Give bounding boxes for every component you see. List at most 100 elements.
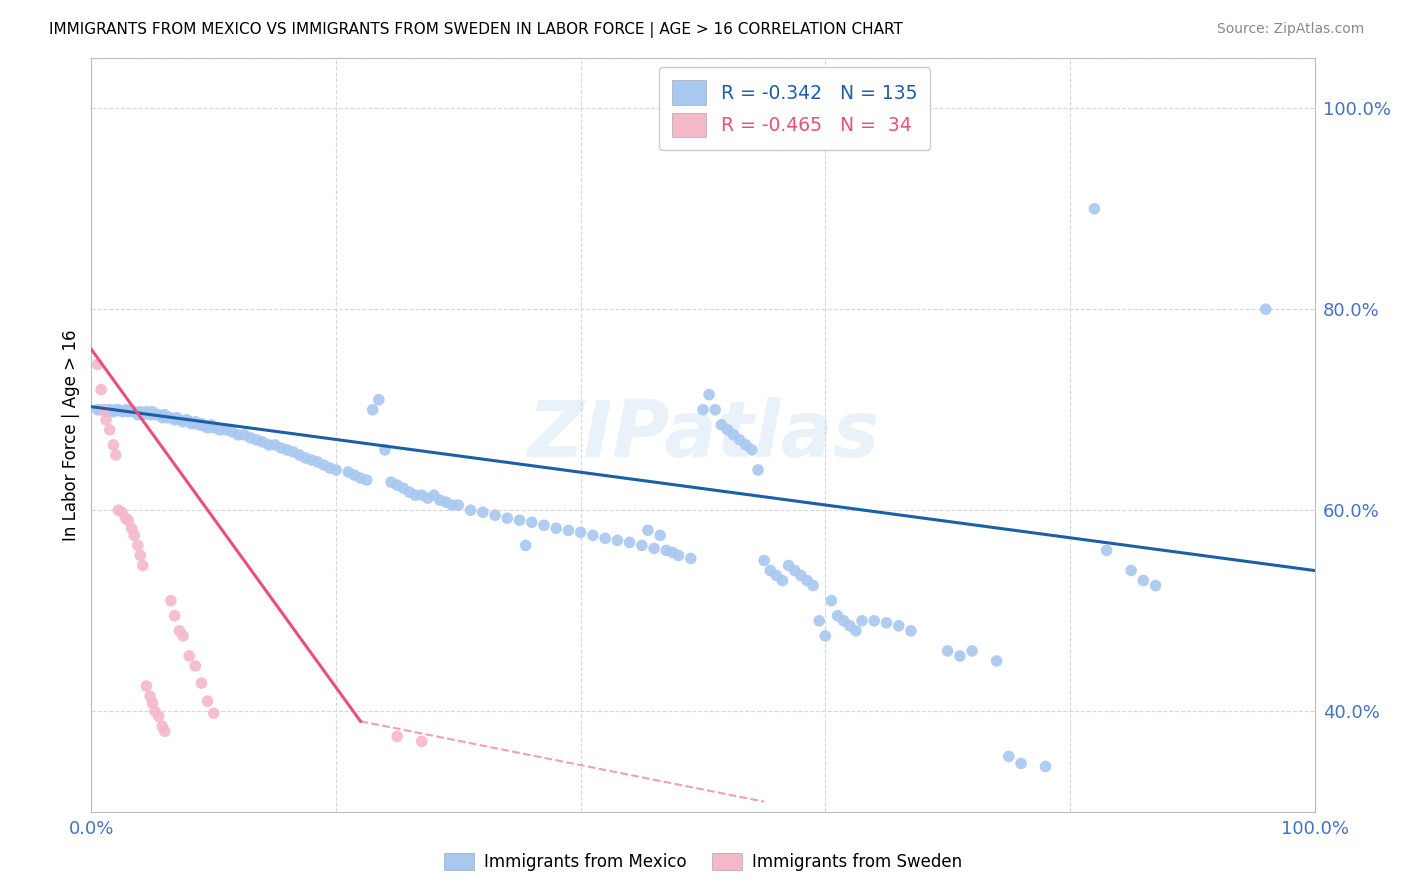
Point (197, 694, 219, 708)
Point (107, 503, 129, 517)
Point (197, 421, 219, 435)
Point (845, 624, 868, 638)
Point (90, 402, 112, 417)
Point (637, 524, 659, 538)
Point (104, 402, 127, 417)
Point (103, 405, 125, 419)
Point (184, 659, 207, 673)
Point (111, 505, 134, 519)
Legend: R = -0.342   N = 135, R = -0.465   N =  34: R = -0.342 N = 135, R = -0.465 N = 34 (659, 68, 931, 150)
Point (307, 455, 329, 469)
Point (643, 541, 665, 556)
Point (135, 679, 157, 693)
Point (312, 458, 335, 472)
Point (484, 508, 506, 523)
Point (114, 511, 136, 525)
Point (215, 423, 238, 437)
Point (772, 574, 794, 588)
Point (569, 525, 592, 540)
Point (380, 475, 402, 489)
Point (94, 413, 117, 427)
Point (887, 619, 910, 633)
Point (160, 593, 183, 607)
Point (747, 463, 769, 477)
Point (294, 450, 316, 465)
Point (117, 405, 139, 419)
Point (180, 417, 202, 431)
Point (496, 511, 519, 525)
Point (179, 415, 201, 429)
Point (820, 593, 842, 607)
Point (169, 624, 191, 638)
Point (405, 488, 427, 502)
Point (606, 533, 628, 548)
Point (190, 676, 212, 690)
Point (190, 417, 212, 431)
Point (270, 441, 292, 455)
Point (441, 498, 464, 512)
Point (153, 724, 176, 739)
Point (245, 433, 267, 447)
Point (692, 402, 714, 417)
Point (754, 553, 776, 567)
Point (98, 423, 121, 437)
Point (139, 689, 162, 703)
Point (460, 503, 482, 517)
Point (122, 528, 145, 542)
Point (765, 568, 787, 582)
Point (832, 614, 855, 628)
Point (356, 473, 378, 487)
Point (796, 574, 818, 588)
Point (783, 564, 806, 578)
Point (679, 551, 702, 566)
Point (593, 532, 616, 546)
Point (184, 415, 207, 429)
Point (163, 413, 186, 427)
Point (1010, 756, 1032, 771)
Point (741, 442, 763, 457)
Point (808, 614, 831, 628)
Point (86, 358, 108, 372)
Point (1132, 574, 1154, 588)
Point (385, 730, 409, 744)
Point (148, 709, 170, 723)
Point (301, 453, 323, 467)
Point (264, 438, 287, 452)
Point (200, 417, 222, 432)
Point (650, 528, 672, 542)
Point (172, 629, 194, 643)
Point (337, 465, 360, 479)
Point (94, 405, 117, 419)
Point (193, 418, 215, 433)
Point (226, 427, 249, 442)
Point (801, 578, 824, 592)
Point (838, 619, 860, 633)
Point (93, 402, 115, 417)
Point (121, 521, 143, 535)
Point (160, 410, 183, 425)
Point (411, 734, 433, 748)
Point (863, 614, 886, 628)
Text: IMMIGRANTS FROM MEXICO VS IMMIGRANTS FROM SWEDEN IN LABOR FORCE | AGE > 16 CORRE: IMMIGRANTS FROM MEXICO VS IMMIGRANTS FRO… (49, 22, 903, 38)
Point (156, 410, 179, 425)
Point (221, 425, 243, 439)
Point (392, 481, 415, 495)
Point (1035, 759, 1057, 773)
Point (814, 629, 837, 643)
Point (117, 513, 139, 527)
Point (367, 392, 389, 407)
Point (325, 463, 347, 477)
Point (93, 402, 115, 417)
Point (900, 624, 922, 638)
Point (515, 538, 537, 552)
Point (129, 549, 152, 563)
Point (143, 704, 166, 718)
Point (179, 648, 201, 663)
Point (697, 387, 720, 401)
Point (153, 408, 176, 422)
Point (582, 528, 605, 542)
Point (111, 405, 134, 419)
Point (114, 402, 136, 417)
Point (668, 549, 690, 563)
Point (998, 749, 1021, 764)
